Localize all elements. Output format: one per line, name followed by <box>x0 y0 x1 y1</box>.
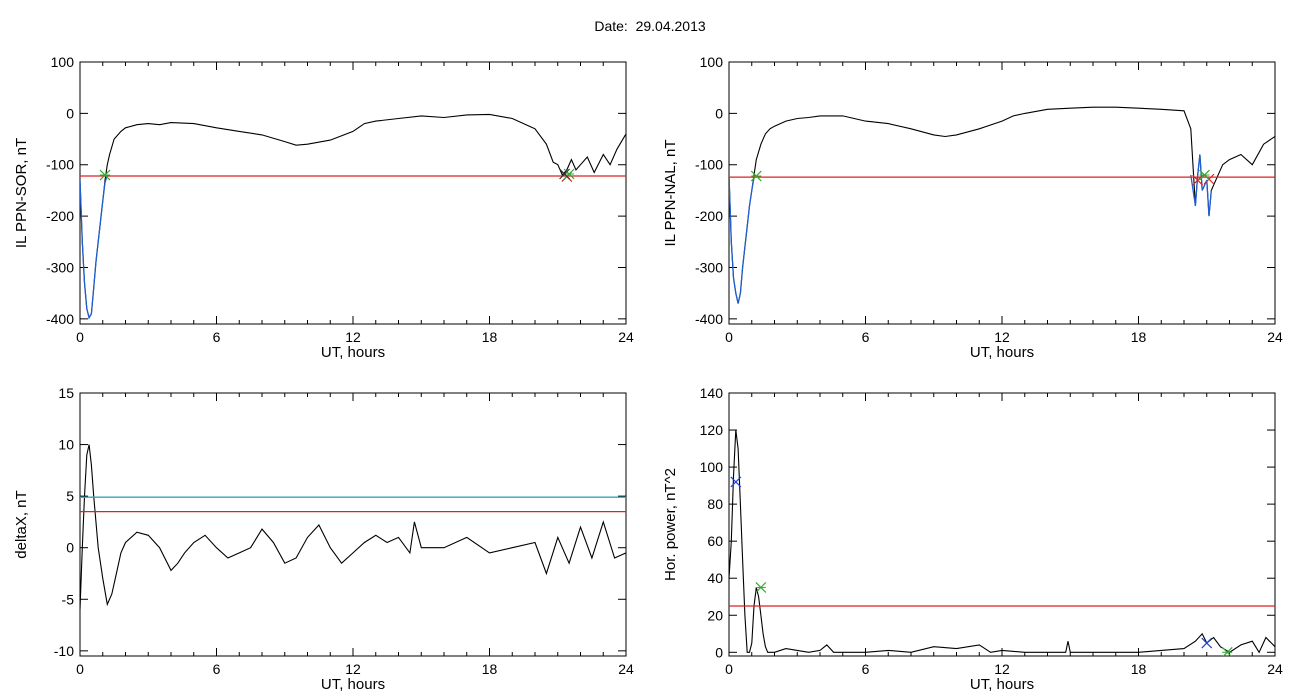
x-axis-label: UT, hours <box>970 676 1034 693</box>
x-tick-label: 6 <box>213 661 221 677</box>
y-tick-label: 100 <box>700 459 724 475</box>
x-tick-label: 24 <box>1267 661 1283 677</box>
x-tick-label: 6 <box>213 329 221 345</box>
x-tick-label: 0 <box>725 329 733 345</box>
plot-frame <box>79 61 627 325</box>
y-tick-label: 60 <box>707 533 723 549</box>
y-tick-label: 80 <box>707 496 723 512</box>
x-tick-label: 24 <box>618 329 634 345</box>
y-tick-label: -5 <box>62 591 75 607</box>
x-tick-label: 18 <box>1131 329 1147 345</box>
x-axis-label: UT, hours <box>321 344 385 361</box>
y-tick-label: 0 <box>66 540 74 556</box>
marker-stroke <box>1201 637 1213 649</box>
y-axis-label: Hor. power, nT^2 <box>662 468 679 581</box>
panel-1: 0 6 12 18 24 100 0 -100 -200 -300 -400 UT, hours IL … <box>13 54 634 361</box>
x-tick-label: 0 <box>76 329 84 345</box>
series-line-1 <box>80 444 626 610</box>
marker-stroke <box>730 476 742 488</box>
data-marker <box>1221 646 1233 656</box>
plot-frame <box>79 392 627 657</box>
x-tick-label: 24 <box>1267 329 1283 345</box>
data-marker <box>730 476 742 488</box>
x-axis-label: UT, hours <box>970 344 1034 361</box>
series-line-1 <box>729 106 1275 304</box>
plot-frame <box>728 392 1276 657</box>
series-line-2 <box>729 174 755 304</box>
y-tick-label: -200 <box>695 208 723 224</box>
panel-4: 0 6 12 18 24 140 120 100 80 60 40 20 0 UT, hours Hor. … <box>662 385 1283 693</box>
y-tick-label: 5 <box>66 488 74 504</box>
y-tick-label: 0 <box>715 644 723 660</box>
x-tick-label: 18 <box>482 661 498 677</box>
series-line-1 <box>729 429 1275 654</box>
chart-title: Date: 29.04.2013 <box>594 18 706 34</box>
y-tick-label: 20 <box>707 607 723 623</box>
marker-stroke <box>559 168 570 180</box>
x-tick-label: 6 <box>862 661 870 677</box>
y-tick-label: 40 <box>707 570 723 586</box>
x-tick-label: 12 <box>994 329 1010 345</box>
y-tick-label: 0 <box>715 105 723 121</box>
y-tick-label: 0 <box>66 105 74 121</box>
data-marker <box>563 168 575 180</box>
plot-area <box>729 106 1275 304</box>
x-tick-label: 12 <box>345 661 361 677</box>
plot-area <box>80 113 626 320</box>
panel-3: 0 6 12 18 24 15 10 5 0 -5 -10 UT, hours deltaX, nT <box>13 385 634 693</box>
marker-stroke <box>1192 174 1204 186</box>
y-tick-label: 100 <box>51 54 75 70</box>
y-tick-label: -100 <box>695 157 723 173</box>
data-marker <box>1192 174 1204 186</box>
y-tick-label: -300 <box>695 259 723 275</box>
x-tick-label: 18 <box>1131 661 1147 677</box>
panel-2: 0 6 12 18 24 100 0 -100 -200 -300 -400 UT, hours IL … <box>662 54 1283 361</box>
y-axis-label: IL PPN-NAL, nT <box>662 140 679 247</box>
x-tick-label: 12 <box>994 661 1010 677</box>
series-line-1 <box>80 113 626 320</box>
y-axis-label: deltaX, nT <box>13 490 30 558</box>
x-tick-label: 0 <box>725 661 733 677</box>
y-tick-label: 100 <box>700 54 724 70</box>
y-tick-label: -100 <box>46 157 74 173</box>
data-marker <box>1201 637 1213 649</box>
y-tick-label: -300 <box>46 259 74 275</box>
x-tick-label: 12 <box>345 329 361 345</box>
data-marker <box>99 169 111 181</box>
y-tick-label: 140 <box>700 385 724 401</box>
y-tick-label: -400 <box>46 311 74 327</box>
y-tick-label: -200 <box>46 208 74 224</box>
data-marker <box>750 170 762 182</box>
y-tick-label: 120 <box>700 422 724 438</box>
x-tick-label: 0 <box>76 661 84 677</box>
y-tick-label: -400 <box>695 311 723 327</box>
x-tick-label: 24 <box>618 661 634 677</box>
plot-area <box>80 444 626 610</box>
plot-area <box>729 429 1275 656</box>
x-tick-label: 18 <box>482 329 498 345</box>
x-tick-label: 6 <box>862 329 870 345</box>
y-axis-label: IL PPN-SOR, nT <box>13 138 30 248</box>
y-tick-label: -10 <box>54 643 74 659</box>
data-marker <box>1199 169 1210 181</box>
series-line-2 <box>80 174 108 320</box>
series-line-3 <box>1190 154 1212 217</box>
data-marker <box>755 582 767 593</box>
y-tick-label: 15 <box>58 385 74 401</box>
y-tick-label: 10 <box>58 437 74 453</box>
x-axis-label: UT, hours <box>321 676 385 693</box>
data-marker <box>559 168 570 180</box>
